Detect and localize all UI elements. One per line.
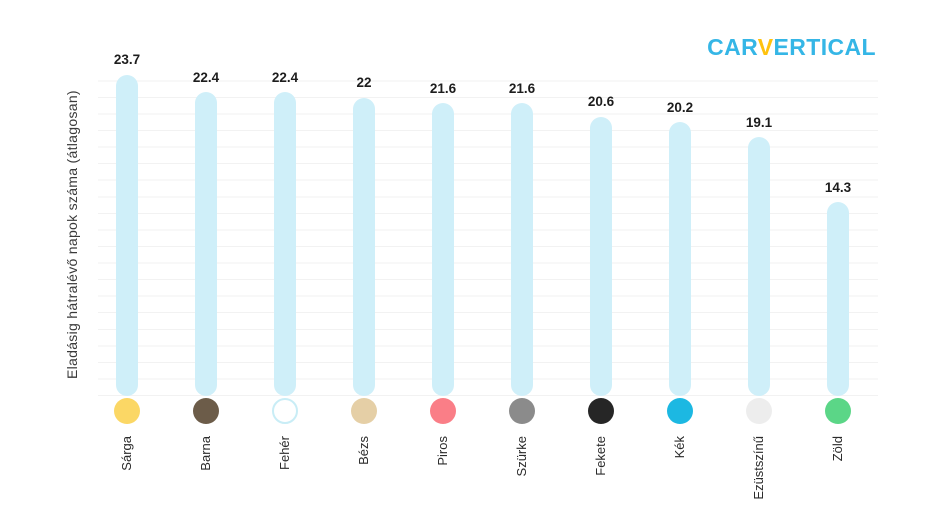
carvertical-logo: CARVERTICAL xyxy=(707,36,876,59)
color-marker-circle xyxy=(746,398,772,424)
category-label: Piros xyxy=(435,436,450,466)
bar-value-label: 14.3 xyxy=(824,179,852,195)
logo-text-v: V xyxy=(757,34,774,60)
bar xyxy=(511,103,533,396)
bar xyxy=(353,97,375,396)
category-label: Szürke xyxy=(514,436,529,477)
bar-value-label: 21.6 xyxy=(429,80,457,96)
category-label: Sárga xyxy=(119,436,134,471)
bar xyxy=(827,202,849,396)
bar-value-label: 22.4 xyxy=(271,69,299,85)
color-marker-circle xyxy=(430,398,456,424)
bar-value-label: 22.4 xyxy=(192,69,220,85)
category-label: Barna xyxy=(198,436,213,471)
category-label: Ezüstszínű xyxy=(751,436,766,500)
color-marker-circle xyxy=(825,398,851,424)
bar-value-label: 19.1 xyxy=(745,114,773,130)
logo-text-car: CAR xyxy=(707,34,758,60)
bar-value-label: 22 xyxy=(356,75,372,91)
color-marker-circle xyxy=(509,398,535,424)
color-marker-circle xyxy=(351,398,377,424)
bar xyxy=(116,74,138,396)
category-label: Zöld xyxy=(830,436,845,462)
category-label: Bézs xyxy=(356,436,371,465)
category-label: Kék xyxy=(672,436,687,459)
color-marker-circle xyxy=(272,398,298,424)
bar-value-label: 23.7 xyxy=(113,52,141,68)
category-label: Fekete xyxy=(593,436,608,476)
logo-text-ertical: ERTICAL xyxy=(773,34,876,60)
bar xyxy=(432,103,454,396)
color-marker-circle xyxy=(193,398,219,424)
y-axis-title: Eladásig hátralévő napok száma (átlagosa… xyxy=(64,90,80,380)
bar xyxy=(274,92,296,396)
category-label: Fehér xyxy=(277,436,292,470)
bar xyxy=(748,137,770,396)
bar xyxy=(195,92,217,396)
color-marker-circle xyxy=(667,398,693,424)
bar-value-label: 20.2 xyxy=(666,99,694,115)
bar-value-label: 21.6 xyxy=(508,80,536,96)
color-marker-circle xyxy=(588,398,614,424)
color-marker-circle xyxy=(114,398,140,424)
bar xyxy=(669,122,691,396)
bar-value-label: 20.6 xyxy=(587,94,615,110)
bar xyxy=(590,116,612,396)
